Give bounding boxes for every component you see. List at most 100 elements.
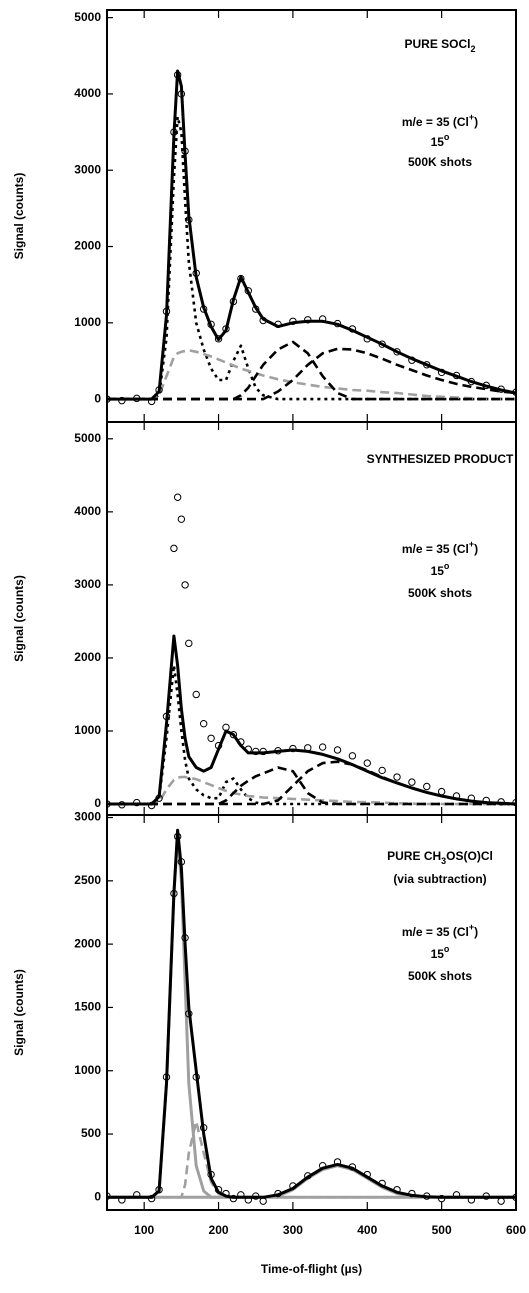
data-point	[333, 746, 342, 754]
data-point	[423, 1192, 431, 1200]
annotation-part: )	[474, 542, 478, 556]
data-point	[482, 796, 490, 805]
y-tick-label: 4000	[74, 86, 101, 100]
data-point	[363, 335, 371, 343]
annotation-part: PURE CH	[387, 849, 441, 863]
data-point	[318, 743, 327, 751]
data-point	[467, 377, 476, 386]
data-point	[252, 1192, 260, 1200]
data-point	[452, 371, 461, 380]
data-point	[170, 128, 178, 136]
data-point	[348, 752, 357, 760]
data-point	[173, 832, 182, 841]
data-point	[408, 356, 416, 364]
data-point	[192, 690, 200, 699]
annotation-part: )	[474, 925, 478, 939]
data-point	[181, 147, 189, 155]
y-tick-label: 3000	[74, 810, 101, 824]
fit-line	[107, 340, 516, 401]
data-point	[289, 317, 297, 325]
y-tick-label: 5000	[74, 10, 101, 24]
data-point	[333, 1158, 342, 1166]
y-tick-label: 4000	[74, 504, 101, 518]
data-point	[133, 798, 141, 807]
x-tick-label: 300	[283, 1223, 303, 1237]
data-point	[155, 794, 163, 802]
annotation-part: (via subtraction)	[393, 872, 486, 886]
y-axis-label: Signal (counts)	[12, 969, 26, 1056]
y-tick-label: 0	[94, 1190, 101, 1204]
data-point	[229, 730, 238, 739]
annotation: 500K shots	[408, 969, 472, 983]
annotation-part: o	[444, 561, 450, 571]
data-point	[482, 1192, 490, 1200]
plot-frame	[106, 421, 517, 816]
data-point	[199, 1124, 208, 1132]
data-point	[348, 1163, 357, 1171]
x-tick-label: 100	[134, 1223, 154, 1237]
data-point	[133, 394, 141, 403]
data-point	[177, 515, 186, 523]
x-tick-label: 400	[357, 1223, 377, 1237]
data-point	[222, 723, 230, 732]
data-point	[482, 381, 490, 390]
data-point	[244, 287, 252, 295]
data-point	[378, 766, 386, 775]
annotation-part: )	[474, 115, 478, 129]
data-point	[192, 269, 200, 277]
data-point	[437, 368, 446, 377]
data-point	[437, 787, 446, 796]
data-point	[237, 274, 245, 283]
data-point	[170, 889, 178, 898]
annotation: 500K shots	[408, 586, 472, 600]
data-point	[378, 340, 386, 348]
data-point	[237, 1191, 245, 1199]
y-tick-label: 500	[81, 1126, 101, 1140]
data-point	[304, 1172, 312, 1180]
plot-area	[107, 493, 516, 810]
data-point	[259, 747, 267, 756]
data-point	[214, 1186, 223, 1194]
data-point	[452, 792, 461, 800]
y-tick-label: 2500	[74, 873, 101, 887]
data-point	[185, 1010, 193, 1018]
data-point	[437, 1194, 446, 1203]
data-point	[237, 738, 245, 746]
data-point	[393, 773, 401, 781]
y-tick-label: 2000	[74, 650, 101, 664]
data-point	[170, 544, 178, 553]
y-tick-label: 1000	[74, 315, 101, 329]
data-point	[214, 335, 223, 343]
y-tick-label: 5000	[74, 431, 101, 445]
y-tick-label: 0	[94, 391, 101, 405]
x-tick-label: 200	[209, 1223, 229, 1237]
data-point	[177, 858, 186, 866]
data-point	[378, 1179, 386, 1188]
data-point	[162, 307, 171, 316]
data-point	[318, 315, 327, 323]
data-point	[423, 361, 431, 369]
data-point	[304, 316, 312, 324]
annotation-part: PURE SOCl	[404, 37, 470, 51]
data-point	[147, 1194, 156, 1203]
annotation: 500K shots	[408, 155, 472, 169]
data-point	[259, 1197, 267, 1205]
annotation: SYNTHESIZED PRODUCT	[367, 452, 514, 466]
annotation-part: m/e = 35 (Cl	[402, 115, 469, 129]
data-point	[207, 1170, 215, 1179]
data-point	[118, 396, 126, 405]
data-point	[162, 712, 171, 721]
data-point	[452, 1191, 461, 1199]
annotation-part: m/e = 35 (Cl	[402, 925, 469, 939]
data-point	[497, 798, 505, 806]
fit-line	[107, 828, 516, 1199]
plot-area	[107, 828, 516, 1205]
data-point	[199, 305, 208, 313]
annotation-part: 500K shots	[408, 586, 472, 600]
data-point	[155, 386, 163, 394]
fit-line	[107, 1120, 516, 1199]
annotation: 15o	[431, 132, 450, 149]
data-point	[229, 1194, 238, 1203]
annotation: PURE CH3OS(O)Cl	[387, 849, 493, 866]
data-point	[147, 801, 156, 810]
